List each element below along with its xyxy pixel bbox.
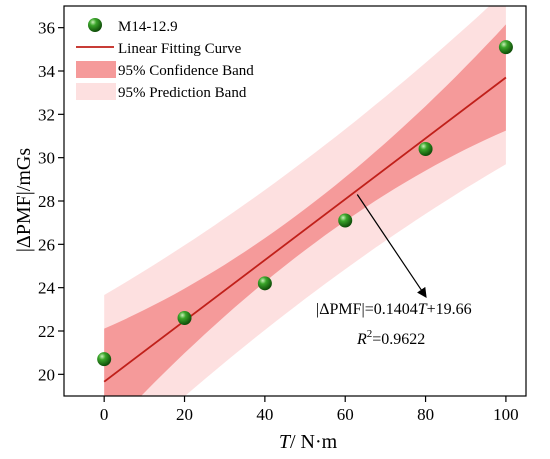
legend-label-prediction: 95% Prediction Band bbox=[118, 85, 247, 101]
axis-ticks: 0 20 40 60 80 100 20 22 24 26 28 30 32 34 36 bbox=[38, 19, 519, 424]
data-point bbox=[418, 142, 433, 156]
legend: M14-12.9 Linear Fitting Curve 95% Confid… bbox=[76, 18, 254, 101]
r-squared: R2=0.9622 bbox=[356, 328, 425, 348]
y-axis-title: |ΔPMF|/mGs bbox=[13, 148, 35, 252]
y-tick-label: 26 bbox=[38, 235, 55, 254]
data-point bbox=[498, 40, 513, 55]
legend-confidence-swatch bbox=[76, 61, 116, 78]
data-layer bbox=[97, 40, 513, 367]
x-tick-label: 60 bbox=[337, 405, 354, 424]
x-axis-title: T/ N·m bbox=[279, 431, 338, 453]
y-tick-label: 28 bbox=[38, 192, 55, 211]
data-point bbox=[257, 276, 272, 291]
y-tick-label: 32 bbox=[38, 105, 55, 124]
data-point bbox=[338, 213, 353, 228]
y-tick-label: 22 bbox=[38, 322, 55, 341]
confidence-band bbox=[104, 24, 506, 396]
legend-marker-icon bbox=[88, 18, 102, 32]
x-tick-label: 40 bbox=[256, 405, 273, 424]
data-point bbox=[177, 311, 192, 325]
y-tick-label: 30 bbox=[38, 149, 55, 168]
data-point bbox=[97, 352, 112, 367]
legend-label-confidence: 95% Confidence Band bbox=[118, 63, 254, 79]
annotation-arrow bbox=[356, 194, 427, 298]
x-tick-label: 0 bbox=[100, 405, 109, 424]
legend-label-series: M14-12.9 bbox=[118, 19, 178, 35]
y-tick-label: 34 bbox=[38, 62, 56, 81]
x-tick-label: 100 bbox=[493, 405, 519, 424]
x-tick-label: 80 bbox=[417, 405, 434, 424]
x-tick-label: 20 bbox=[176, 405, 193, 424]
y-tick-label: 36 bbox=[38, 19, 55, 38]
legend-label-fit: Linear Fitting Curve bbox=[118, 41, 242, 57]
legend-prediction-swatch bbox=[76, 83, 116, 100]
fit-line bbox=[103, 76, 507, 383]
plot-area bbox=[103, 6, 507, 396]
y-tick-label: 24 bbox=[38, 279, 56, 298]
fit-equation: |ΔPMF|=0.1404T+19.66 bbox=[316, 301, 472, 318]
y-tick-label: 20 bbox=[38, 365, 55, 384]
